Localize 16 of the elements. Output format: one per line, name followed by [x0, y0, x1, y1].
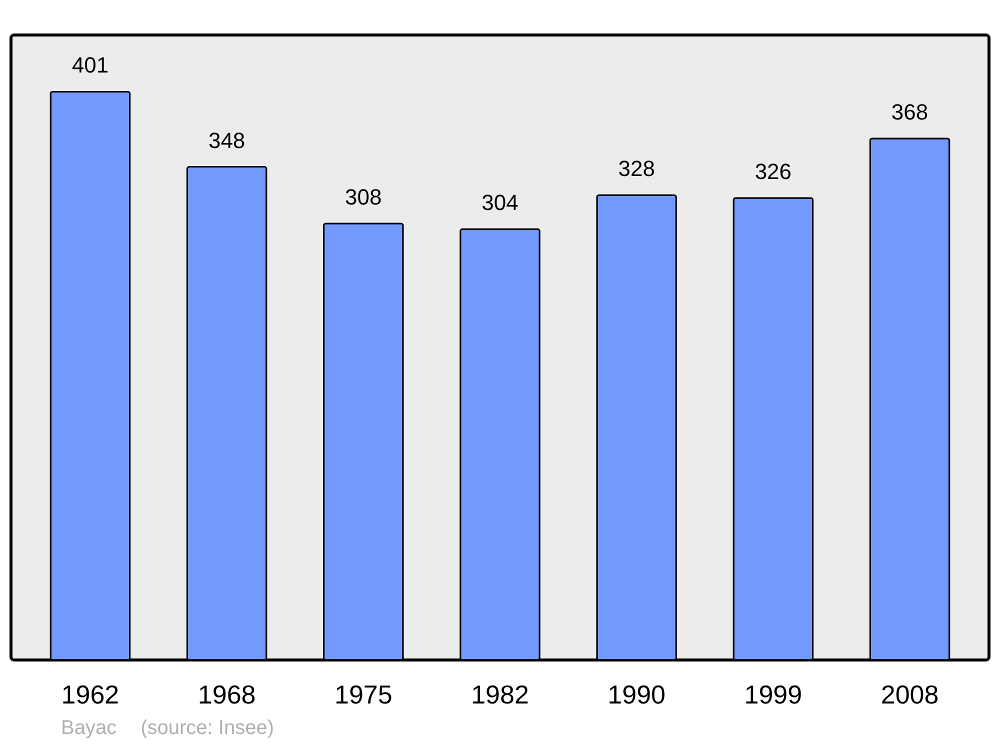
- x-tick-label: 1990: [608, 680, 666, 710]
- x-tick-label: 1968: [198, 680, 256, 710]
- x-tick-label: 1982: [471, 680, 529, 710]
- data-label: 328: [618, 156, 655, 182]
- data-label: 368: [891, 99, 928, 124]
- data-label: 401: [72, 52, 109, 78]
- text: Bayac: [61, 717, 117, 739]
- text: (source: Insee): [140, 717, 274, 739]
- x-tick-label: 1999: [744, 680, 802, 710]
- data-label: 348: [208, 128, 246, 153]
- data-label: 308: [345, 184, 382, 210]
- x-tick-label: 2008: [880, 680, 939, 710]
- x-tick-label: 1975: [334, 680, 392, 710]
- data-label: 326: [754, 158, 792, 184]
- data-label: 304: [482, 190, 518, 216]
- x-tick-label: 1962: [61, 680, 120, 710]
